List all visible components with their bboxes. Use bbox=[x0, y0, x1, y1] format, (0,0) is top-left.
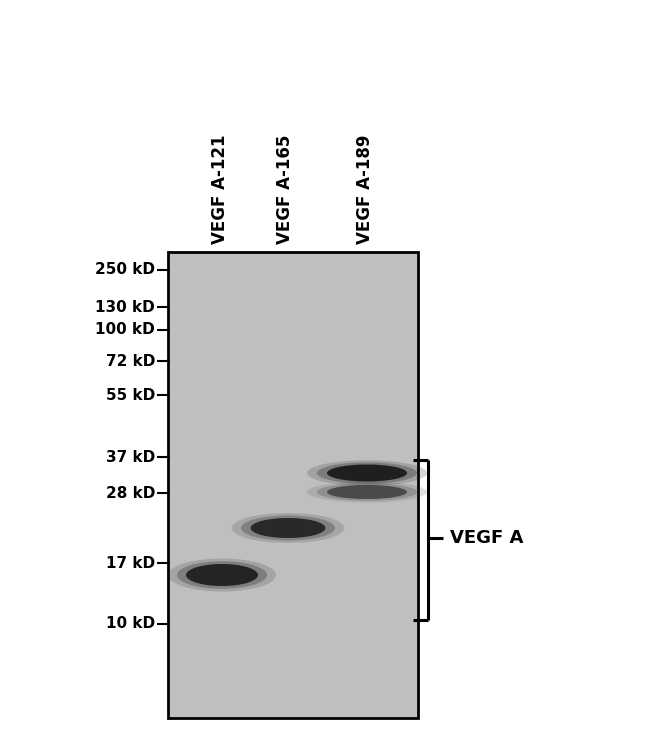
Text: 72 kD: 72 kD bbox=[105, 354, 155, 368]
Text: 130 kD: 130 kD bbox=[96, 300, 155, 314]
Ellipse shape bbox=[250, 518, 326, 538]
Text: VEGF A-189: VEGF A-189 bbox=[356, 134, 374, 244]
Text: 28 kD: 28 kD bbox=[105, 486, 155, 500]
Ellipse shape bbox=[317, 463, 417, 483]
Ellipse shape bbox=[307, 461, 427, 486]
Text: 100 kD: 100 kD bbox=[96, 323, 155, 337]
Ellipse shape bbox=[327, 464, 407, 481]
Ellipse shape bbox=[307, 481, 427, 503]
Ellipse shape bbox=[177, 562, 267, 589]
Ellipse shape bbox=[186, 564, 258, 586]
Text: 10 kD: 10 kD bbox=[106, 616, 155, 632]
Text: 55 kD: 55 kD bbox=[106, 387, 155, 402]
Text: VEGF A-165: VEGF A-165 bbox=[276, 134, 294, 244]
Text: 37 kD: 37 kD bbox=[106, 449, 155, 464]
Ellipse shape bbox=[327, 485, 407, 499]
Ellipse shape bbox=[168, 559, 276, 591]
Ellipse shape bbox=[317, 483, 417, 501]
Ellipse shape bbox=[232, 513, 344, 543]
Bar bbox=[168, 252, 418, 718]
Text: VEGF A-121: VEGF A-121 bbox=[211, 134, 229, 244]
Text: 17 kD: 17 kD bbox=[106, 556, 155, 570]
Text: 250 kD: 250 kD bbox=[95, 263, 155, 277]
Text: VEGF A: VEGF A bbox=[450, 529, 523, 547]
Ellipse shape bbox=[241, 516, 335, 540]
